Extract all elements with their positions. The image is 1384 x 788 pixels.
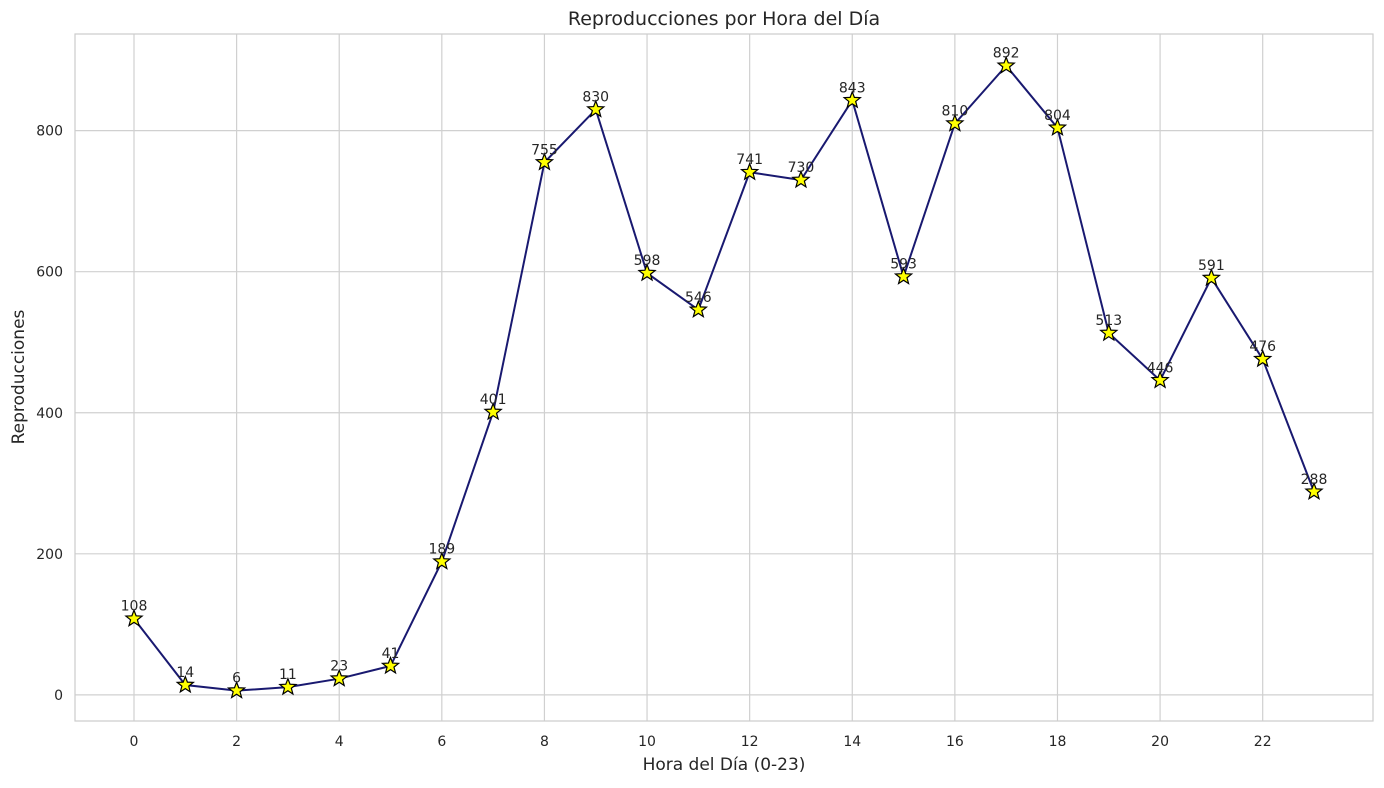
data-point-star xyxy=(945,113,965,132)
x-tick-label: 0 xyxy=(130,734,139,750)
data-point-star xyxy=(739,162,760,181)
x-tick-label: 12 xyxy=(741,734,759,750)
data-labels: 108 14 6 11 23 41 189 401 755 830 598 546 741 730 843 5… xyxy=(121,46,1328,687)
x-tick-label: 14 xyxy=(843,734,861,750)
y-tick-label: 400 xyxy=(36,406,63,422)
data-label: 108 xyxy=(121,599,148,615)
x-tick-label: 10 xyxy=(638,734,656,750)
data-label: 23 xyxy=(330,659,348,675)
x-tick-label: 6 xyxy=(437,734,446,750)
y-tick-label: 200 xyxy=(36,547,63,563)
series-line xyxy=(133,64,1315,692)
markers xyxy=(124,55,1324,699)
data-label: 593 xyxy=(890,257,917,273)
data-point-star xyxy=(432,551,452,570)
y-axis: 0 200 400 600 800 xyxy=(36,124,63,704)
x-tick-label: 22 xyxy=(1254,734,1272,750)
data-label: 446 xyxy=(1147,360,1174,376)
data-point-star xyxy=(1099,322,1119,342)
y-tick-label: 600 xyxy=(36,265,63,281)
data-label: 14 xyxy=(176,665,194,681)
data-label: 830 xyxy=(582,89,609,105)
data-point-star xyxy=(842,90,862,109)
y-tick-label: 0 xyxy=(54,688,63,704)
data-label: 804 xyxy=(1044,108,1071,124)
data-label: 41 xyxy=(382,646,400,662)
data-point-star xyxy=(791,169,811,189)
x-axis-label: Hora del Día (0-23) xyxy=(643,755,806,775)
data-label: 591 xyxy=(1198,258,1225,274)
data-point-star xyxy=(380,655,401,675)
data-label: 741 xyxy=(736,152,763,168)
data-point-star xyxy=(534,152,555,171)
data-point-star xyxy=(1150,370,1170,389)
data-label: 288 xyxy=(1301,472,1328,488)
grid xyxy=(75,34,1373,721)
data-point-star xyxy=(1047,117,1068,137)
data-point-star xyxy=(893,266,914,285)
data-point-star xyxy=(483,401,503,421)
data-label: 11 xyxy=(279,667,297,683)
data-label: 189 xyxy=(428,542,455,558)
y-tick-label: 800 xyxy=(36,124,63,140)
data-label: 6 xyxy=(232,671,241,687)
x-axis: 0 2 4 6 8 10 12 14 16 18 20 22 xyxy=(130,734,1272,750)
data-label: 401 xyxy=(480,392,507,408)
data-label: 810 xyxy=(942,104,969,120)
data-point-star xyxy=(226,680,247,699)
data-label: 513 xyxy=(1095,313,1122,329)
data-point-star xyxy=(1252,348,1273,368)
data-point-star xyxy=(1304,481,1324,501)
data-point-star xyxy=(996,55,1016,74)
data-label: 730 xyxy=(788,160,815,176)
data-point-star xyxy=(175,674,196,694)
data-point-star xyxy=(124,608,144,627)
data-label: 755 xyxy=(531,142,558,158)
x-tick-label: 16 xyxy=(946,734,964,750)
chart-title: Reproducciones por Hora del Día xyxy=(568,8,880,30)
data-point-star xyxy=(586,99,606,118)
plot-frame xyxy=(74,33,1374,722)
data-label: 476 xyxy=(1249,339,1276,355)
data-label: 598 xyxy=(634,253,661,269)
x-tick-label: 8 xyxy=(540,734,549,750)
data-point-star xyxy=(688,299,709,319)
y-axis-label: Reproducciones xyxy=(9,309,29,444)
x-tick-label: 2 xyxy=(232,734,241,750)
data-label: 892 xyxy=(993,46,1020,62)
data-point-star xyxy=(278,676,298,696)
data-label: 546 xyxy=(685,290,712,306)
data-point-star xyxy=(1201,267,1222,287)
x-tick-label: 20 xyxy=(1151,734,1169,750)
x-tick-label: 18 xyxy=(1049,734,1067,750)
data-point-star xyxy=(329,668,349,687)
data-label: 843 xyxy=(839,80,866,96)
x-tick-label: 4 xyxy=(335,734,344,750)
data-point-star xyxy=(637,262,657,282)
